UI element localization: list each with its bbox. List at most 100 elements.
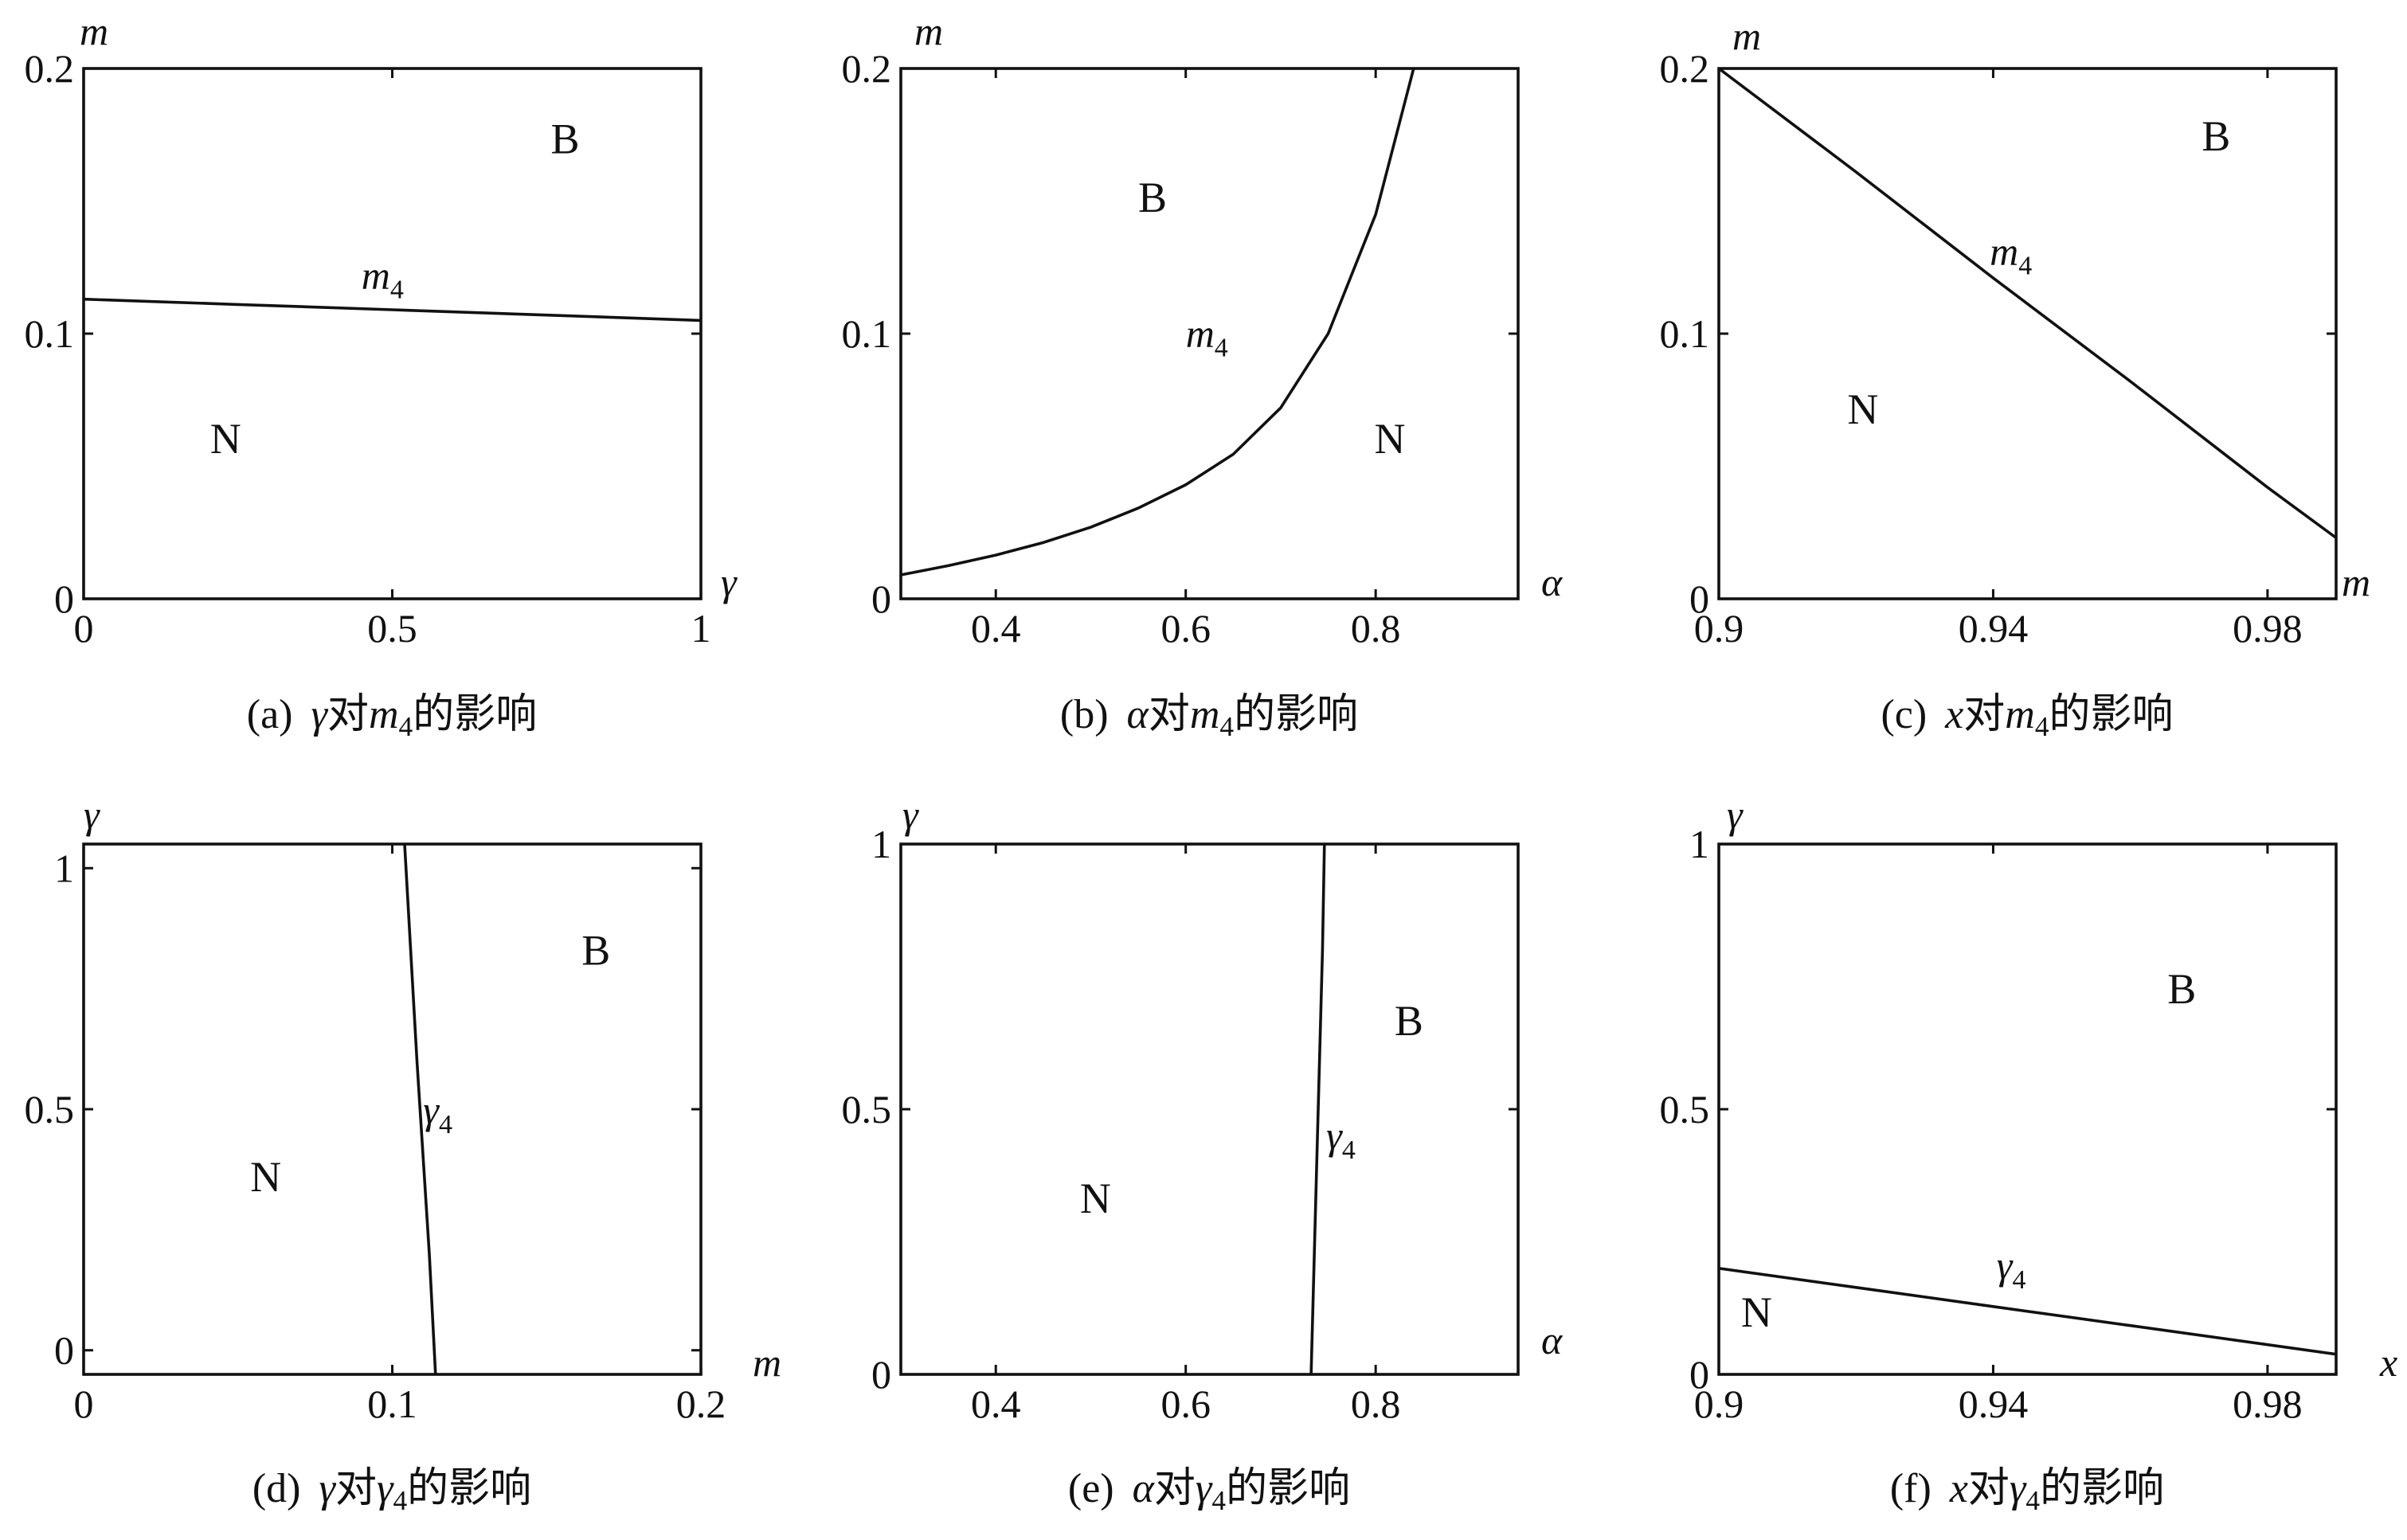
panel-e-caption-label: (e): [1068, 1466, 1114, 1511]
panel-d-caption-var: γ: [319, 1466, 336, 1511]
panel-f-caption-target: γ: [2010, 1466, 2027, 1511]
panel-d-curve-label-text: γ4: [423, 1088, 452, 1139]
panel-c-caption-target-sub: 4: [2035, 710, 2049, 742]
panel-d: 00.510 0.1 0.2 γ m BN γ4 (d) γ对γ4的影响: [25, 792, 782, 1516]
panel-e-curve-label-base: γ: [1326, 1113, 1343, 1158]
panel-e-ticks: 0 0.5 1 0.4 0.6 0.8: [842, 822, 1518, 1426]
panel-a: 00.10.20 0.5 1 m γ BN m4 (a) γ对m4的影响: [25, 9, 738, 742]
panel-b-caption-mid: 对: [1149, 692, 1190, 737]
panel-f-xtick-label-0: 0.9: [1694, 1382, 1744, 1426]
panel-f-xtick-label-1: 0.94: [1959, 1382, 2029, 1426]
panel-b-xtick-label-0: 0.4: [971, 606, 1021, 651]
panel-b-curve-label-text: m4: [1186, 311, 1228, 363]
panel-a-caption-tail: 的影响: [413, 692, 537, 737]
panel-b-caption-target: m: [1190, 692, 1220, 737]
panel-c-xtick-label-2: 0.98: [2233, 606, 2303, 651]
panel-c-caption-var: x: [1944, 692, 1963, 737]
panel-a-ticks: 0 0.1 0.2 0 0.5 1: [25, 46, 711, 651]
panel-c-caption-label: (c): [1881, 692, 1927, 737]
panel-b-caption-tail: 的影响: [1234, 692, 1358, 737]
panel-f-caption-tail: 的影响: [2040, 1466, 2164, 1511]
panel-b-caption-target-sub: 4: [1219, 710, 1234, 742]
panel-f-curve-label-base: γ: [1997, 1243, 2014, 1288]
panel-e-caption-var: α: [1133, 1466, 1156, 1511]
panel-d-series-line-0: [403, 843, 437, 1375]
panel-b-series-line-0: [900, 68, 1415, 577]
panel-f-ytick-label-1: 0.5: [1660, 1087, 1710, 1132]
panel-e-xtick-label-2: 0.8: [1351, 1382, 1401, 1426]
panel-c-caption-mid: 对: [1963, 692, 2005, 737]
panel-a-region-label-B: B: [550, 115, 579, 163]
panel-b-curve-label-base: m: [1186, 311, 1215, 356]
panel-f-caption-var: x: [1949, 1466, 1968, 1511]
panel-f-region-label-B: B: [2167, 965, 2196, 1013]
panel-d-curve-gamma4: [403, 843, 437, 1375]
panel-d-curve-label: γ4: [423, 1088, 452, 1139]
panel-f-ytick-label-0: 0: [1689, 1352, 1709, 1397]
panel-c-caption-tail: 的影响: [2049, 692, 2174, 737]
panel-a-caption-target-sub: 4: [399, 710, 413, 742]
panel-c-ytick-label-0: 0: [1689, 577, 1709, 621]
panel-f-xlabel: x: [2379, 1340, 2397, 1385]
panel-e-xtick-label-1: 0.6: [1160, 1382, 1211, 1426]
panel-c-xlabel: m: [2342, 560, 2370, 604]
panel-d-ticks: 0 0.5 1 0 0.1 0.2: [25, 844, 726, 1426]
panel-e-region-label-N: N: [1080, 1175, 1111, 1222]
panel-f-ylabel: γ: [1727, 792, 1744, 837]
panel-c-region-label-B: B: [2202, 112, 2230, 160]
panel-e-caption-tail: 的影响: [1226, 1466, 1350, 1511]
panel-c-caption-target: m: [2005, 692, 2035, 737]
panel-b-xlabel: α: [1541, 560, 1564, 604]
panel-e-caption-target: γ: [1196, 1466, 1213, 1511]
panel-d-regions: BN: [250, 926, 610, 1201]
panel-a-xlabel: γ: [721, 560, 738, 604]
panel-e-curve-label: γ4: [1326, 1113, 1356, 1165]
panel-c-xtick-label-0: 0.9: [1694, 606, 1744, 651]
panel-b: 00.10.20.4 0.6 0.8 m α BN m4 (b) α对m4的影响: [842, 9, 1564, 742]
panel-a-ylabel: m: [80, 9, 108, 53]
panel-e-regions: BN: [1080, 997, 1423, 1222]
panel-e-curve-label-sub: 4: [1342, 1135, 1356, 1165]
panel-d-region-label-B: B: [581, 926, 610, 974]
panel-d-caption: (d) γ对γ4的影响: [252, 1466, 531, 1516]
panel-f-curve-gamma4: [1718, 1267, 2337, 1356]
panel-a-xtick-label-2: 1: [691, 606, 711, 651]
panel-a-ytick-label-2: 0.2: [25, 46, 75, 91]
panel-a-curve-label-text: m4: [362, 252, 404, 304]
panel-e-series-line-0: [1309, 843, 1326, 1375]
panel-a-xtick-label-0: 0: [74, 606, 94, 651]
panel-b-ytick-label-0: 0: [871, 577, 891, 621]
panel-a-caption-mid: 对: [327, 692, 369, 737]
panel-c-curve-label: m4: [1990, 229, 2032, 280]
panel-b-xtick-label-1: 0.6: [1160, 606, 1211, 651]
panel-c-series-line-0: [1717, 67, 2338, 539]
panel-a-curve-label-sub: 4: [390, 275, 404, 304]
panel-c-ylabel: m: [1732, 14, 1761, 58]
panel-c: 00.10.20.9 0.94 0.98 m m BN m4 (c) x对m4的影响: [1660, 14, 2371, 742]
panel-d-xtick-label-1: 0.1: [367, 1382, 417, 1426]
panel-c-xtick-label-1: 0.94: [1959, 606, 2029, 651]
panel-f-curve-label-text: γ4: [1997, 1243, 2026, 1295]
panel-b-ticks: 0 0.1 0.2 0.4 0.6 0.8: [842, 46, 1518, 651]
panel-f-xtick-label-2: 0.98: [2233, 1382, 2303, 1426]
panel-f-region-label-N: N: [1741, 1288, 1772, 1336]
panel-b-regions: BN: [1138, 174, 1406, 463]
panel-d-region-label-N: N: [250, 1153, 281, 1201]
panel-d-curve-label-sub: 4: [439, 1110, 452, 1139]
panel-e-ylabel: γ: [902, 792, 919, 837]
panel-b-caption: (b) α对m4的影响: [1060, 692, 1358, 742]
panel-e-xlabel: α: [1541, 1318, 1564, 1362]
panel-a-curve-label: m4: [362, 252, 404, 304]
panel-d-ytick-label-2: 1: [54, 846, 74, 890]
panel-a-caption-target: m: [369, 692, 399, 737]
panel-b-curve-label-sub: 4: [1215, 334, 1228, 363]
panel-a-curve-label-base: m: [362, 252, 390, 297]
panel-e-curve-gamma4: [1309, 843, 1326, 1375]
panel-a-ytick-label-1: 0.1: [25, 311, 75, 356]
panel-a-regions: BN: [210, 115, 580, 463]
panel-d-caption-tail: 的影响: [407, 1466, 531, 1511]
panel-a-series-line-0: [83, 297, 702, 322]
panel-f-caption-mid: 对: [1968, 1466, 2010, 1511]
panel-d-caption-target: γ: [377, 1466, 394, 1511]
panel-a-curve-m4: [83, 297, 702, 322]
